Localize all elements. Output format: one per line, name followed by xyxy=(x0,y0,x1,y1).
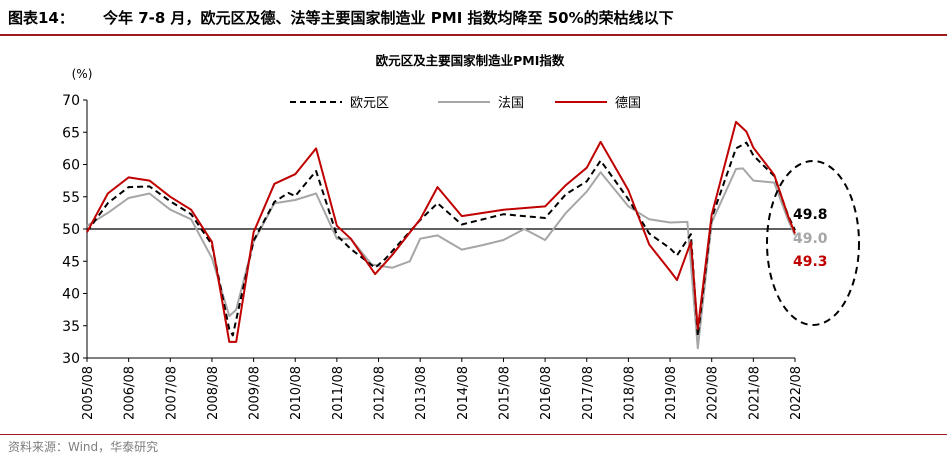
pmi-line-chart: 欧元区及主要国家制造业PMI指数 (%) 303540455055606570 … xyxy=(62,53,860,420)
figure-header: 图表14： 今年 7-8 月，欧元区及德、法等主要国家制造业 PMI 指数均降至… xyxy=(0,0,947,36)
end-value-label: 49.0 xyxy=(793,231,828,247)
series-line-2 xyxy=(86,120,796,343)
x-tick-label: 2020/08 xyxy=(706,366,721,420)
source-note: 资料来源：Wind，华泰研究 xyxy=(8,440,159,454)
x-tick-label: 2019/08 xyxy=(664,366,679,420)
highlight-ellipse xyxy=(766,160,860,326)
y-tick-label: 45 xyxy=(62,254,80,270)
y-tick-label: 40 xyxy=(62,287,80,303)
y-tick-label: 60 xyxy=(62,158,80,174)
y-tick-label: 50 xyxy=(62,222,80,238)
figure-label: 图表14： xyxy=(8,9,74,27)
x-tick-label: 2016/08 xyxy=(539,366,554,420)
x-tick-label: 2012/08 xyxy=(373,366,388,420)
end-labels: 49.8 49.0 49.3 xyxy=(793,207,828,270)
figure-title: 今年 7-8 月，欧元区及德、法等主要国家制造业 PMI 指数均降至 50%的荣… xyxy=(103,9,674,27)
chart-title: 欧元区及主要国家制造业PMI指数 xyxy=(376,53,565,68)
y-tick-label: 30 xyxy=(62,351,80,367)
series-layer xyxy=(86,120,796,350)
x-tick-label: 2018/08 xyxy=(622,366,637,420)
series-line-1 xyxy=(86,167,796,350)
end-value-label: 49.3 xyxy=(793,254,828,270)
x-axis: 2005/08 2006/08 2007/08 2008/08 2009/08 2010/… xyxy=(81,357,804,420)
x-tick-label: 2009/08 xyxy=(248,366,263,420)
y-tick-label: 35 xyxy=(62,319,80,335)
legend: 欧元区 法国 德国 xyxy=(290,96,641,111)
x-tick-label: 2021/08 xyxy=(747,366,762,420)
y-tick-label: 65 xyxy=(62,125,80,141)
x-tick-label: 2013/08 xyxy=(414,366,429,420)
x-tick-label: 2008/08 xyxy=(206,366,221,420)
x-tick-label: 2014/08 xyxy=(456,366,471,420)
x-tick-label: 2006/08 xyxy=(123,366,138,420)
y-axis-unit-label: (%) xyxy=(72,67,93,81)
y-tick-label: 70 xyxy=(62,93,80,109)
legend-label: 法国 xyxy=(498,96,524,111)
legend-label: 欧元区 xyxy=(350,96,389,111)
x-tick-label: 2022/08 xyxy=(789,366,804,420)
footer-rule xyxy=(0,434,947,435)
x-tick-label: 2007/08 xyxy=(164,366,179,420)
x-tick-label: 2011/08 xyxy=(331,366,346,420)
x-tick-label: 2017/08 xyxy=(581,366,596,420)
end-value-label: 49.8 xyxy=(793,207,828,223)
legend-label: 德国 xyxy=(615,96,641,111)
x-tick-label: 2015/08 xyxy=(497,366,512,420)
y-tick-label: 55 xyxy=(62,190,80,206)
y-axis: 30 35 40 45 50 55 60 65 70 xyxy=(62,93,88,367)
x-tick-label: 2005/08 xyxy=(81,366,96,420)
x-tick-label: 2010/08 xyxy=(289,366,304,420)
